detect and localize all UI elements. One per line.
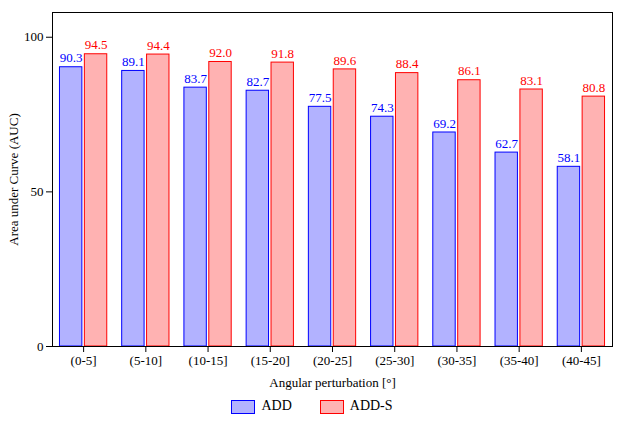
svg-text:(25-30]: (25-30] — [375, 353, 414, 368]
svg-text:89.1: 89.1 — [122, 54, 145, 69]
svg-text:80.8: 80.8 — [582, 80, 605, 95]
svg-text:(20-25]: (20-25] — [313, 353, 352, 368]
svg-text:89.6: 89.6 — [334, 53, 357, 68]
svg-text:83.7: 83.7 — [184, 71, 207, 86]
svg-text:(0-5]: (0-5] — [71, 353, 97, 368]
svg-text:91.8: 91.8 — [271, 46, 294, 61]
svg-text:82.7: 82.7 — [246, 74, 269, 89]
svg-text:69.2: 69.2 — [433, 116, 456, 131]
svg-text:(40-45]: (40-45] — [562, 353, 601, 368]
svg-text:92.0: 92.0 — [209, 45, 232, 60]
svg-text:62.7: 62.7 — [495, 136, 518, 151]
svg-text:50: 50 — [31, 184, 44, 199]
svg-text:94.4: 94.4 — [147, 38, 170, 53]
svg-text:100: 100 — [24, 29, 44, 44]
svg-text:(15-20]: (15-20] — [251, 353, 290, 368]
svg-text:77.5: 77.5 — [309, 90, 332, 105]
svg-text:74.3: 74.3 — [371, 100, 394, 115]
svg-text:86.1: 86.1 — [458, 63, 481, 78]
svg-text:0: 0 — [37, 339, 44, 354]
svg-text:(10-15]: (10-15] — [189, 353, 228, 368]
svg-text:(5-10]: (5-10] — [130, 353, 163, 368]
svg-text:58.1: 58.1 — [558, 150, 581, 165]
html-text:ADD: ADD — [261, 398, 292, 413]
html-text:ADD-S: ADD-S — [349, 398, 393, 413]
svg-text:88.4: 88.4 — [396, 56, 419, 71]
svg-text:Area under Curve (AUC): Area under Curve (AUC) — [6, 113, 21, 245]
svg-text:(35-40]: (35-40] — [500, 353, 539, 368]
svg-text:(30-35]: (30-35] — [437, 353, 476, 368]
svg-text:94.5: 94.5 — [85, 37, 108, 52]
svg-text:83.1: 83.1 — [520, 73, 543, 88]
svg-text:Angular perturbation [°]: Angular perturbation [°] — [269, 375, 396, 390]
svg-text:90.3: 90.3 — [60, 50, 83, 65]
